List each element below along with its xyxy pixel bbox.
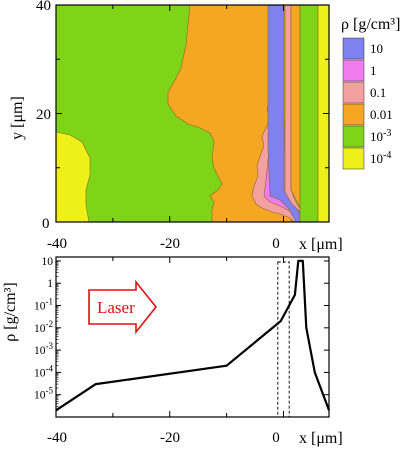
profile-ytick: 1	[47, 278, 53, 290]
map-ytick-20: 20	[36, 107, 51, 123]
map-axis-ticks	[55, 4, 329, 223]
legend-title: ρ [g/cm³]	[341, 16, 400, 33]
legend-label: 10	[370, 41, 383, 56]
legend-swatch	[342, 147, 365, 170]
legend-swatch	[342, 125, 365, 148]
legend-swatch	[342, 81, 365, 104]
map-ytick-0: 0	[42, 216, 50, 232]
profile-ytick: 10-2	[34, 319, 53, 335]
map-xlabel: x [μm]	[299, 236, 343, 253]
map-xtick-m20: -20	[160, 236, 180, 252]
map-xtick-m40: -40	[47, 236, 67, 252]
legend-swatch	[342, 103, 365, 126]
legend-swatch	[342, 59, 365, 82]
legend-label: 0.1	[370, 85, 386, 100]
profile-ytick: 10-5	[34, 386, 53, 402]
profile-xtick-m40: -40	[47, 430, 67, 446]
profile-ytick: 10-1	[34, 297, 53, 313]
legend-label: 0.01	[370, 107, 393, 122]
legend-label: 10-4	[370, 150, 391, 166]
map-ytick-40: 40	[36, 0, 51, 14]
profile-ytick-labels: 10-5 10-4 10-3 10-2 10-1 1 10	[34, 256, 53, 402]
profile-xtick-m20: -20	[160, 430, 180, 446]
profile-axis-ticks	[55, 257, 329, 417]
map-ylabel: y [μm]	[9, 96, 26, 140]
density-map: 40 20 0 y [μm] -40 -20 0 x [μm] ρ [g/cm³…	[9, 0, 400, 253]
laser-label: Laser	[97, 298, 135, 317]
profile-xlabel: x [μm]	[299, 430, 343, 447]
legend-label: 10-3	[370, 128, 391, 144]
region-green-right	[299, 4, 319, 223]
density-regions	[55, 4, 330, 223]
profile-xtick-0: 0	[272, 430, 280, 446]
legend-label: 1	[370, 63, 377, 78]
legend-swatch	[342, 37, 365, 60]
profile-ylabel: ρ [g/cm³]	[2, 282, 19, 341]
profile-ytick: 10-4	[34, 363, 53, 379]
profile-ytick: 10	[42, 256, 54, 268]
density-legend: ρ [g/cm³] 10 1 0.1 0.01 10-3 10-4	[341, 16, 400, 170]
profile-line	[55, 259, 331, 412]
map-xtick-0: 0	[272, 236, 280, 252]
profile-frame	[55, 256, 330, 418]
laser-arrow-shape	[88, 279, 158, 335]
profile-ytick: 10-3	[34, 341, 53, 357]
laser-arrow: Laser	[88, 279, 158, 335]
